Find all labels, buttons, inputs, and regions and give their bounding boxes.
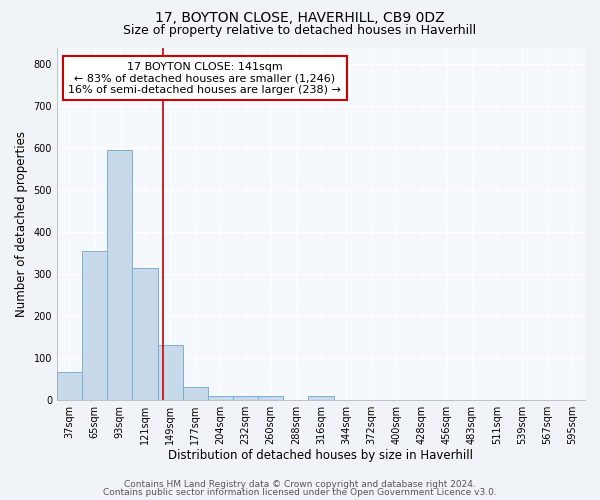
Bar [258,396,283,400]
Bar [208,396,233,400]
Bar [308,396,334,400]
Bar [107,150,133,400]
Bar [158,345,182,400]
Text: 17, BOYTON CLOSE, HAVERHILL, CB9 0DZ: 17, BOYTON CLOSE, HAVERHILL, CB9 0DZ [155,11,445,25]
Text: Contains HM Land Registry data © Crown copyright and database right 2024.: Contains HM Land Registry data © Crown c… [124,480,476,489]
Text: 17 BOYTON CLOSE: 141sqm
← 83% of detached houses are smaller (1,246)
16% of semi: 17 BOYTON CLOSE: 141sqm ← 83% of detache… [68,62,341,95]
Bar [182,387,208,400]
Bar [233,396,258,400]
X-axis label: Distribution of detached houses by size in Haverhill: Distribution of detached houses by size … [169,450,473,462]
Text: Contains public sector information licensed under the Open Government Licence v3: Contains public sector information licen… [103,488,497,497]
Bar [133,268,158,400]
Bar [57,372,82,400]
Y-axis label: Number of detached properties: Number of detached properties [15,130,28,316]
Bar [82,251,107,400]
Text: Size of property relative to detached houses in Haverhill: Size of property relative to detached ho… [124,24,476,37]
